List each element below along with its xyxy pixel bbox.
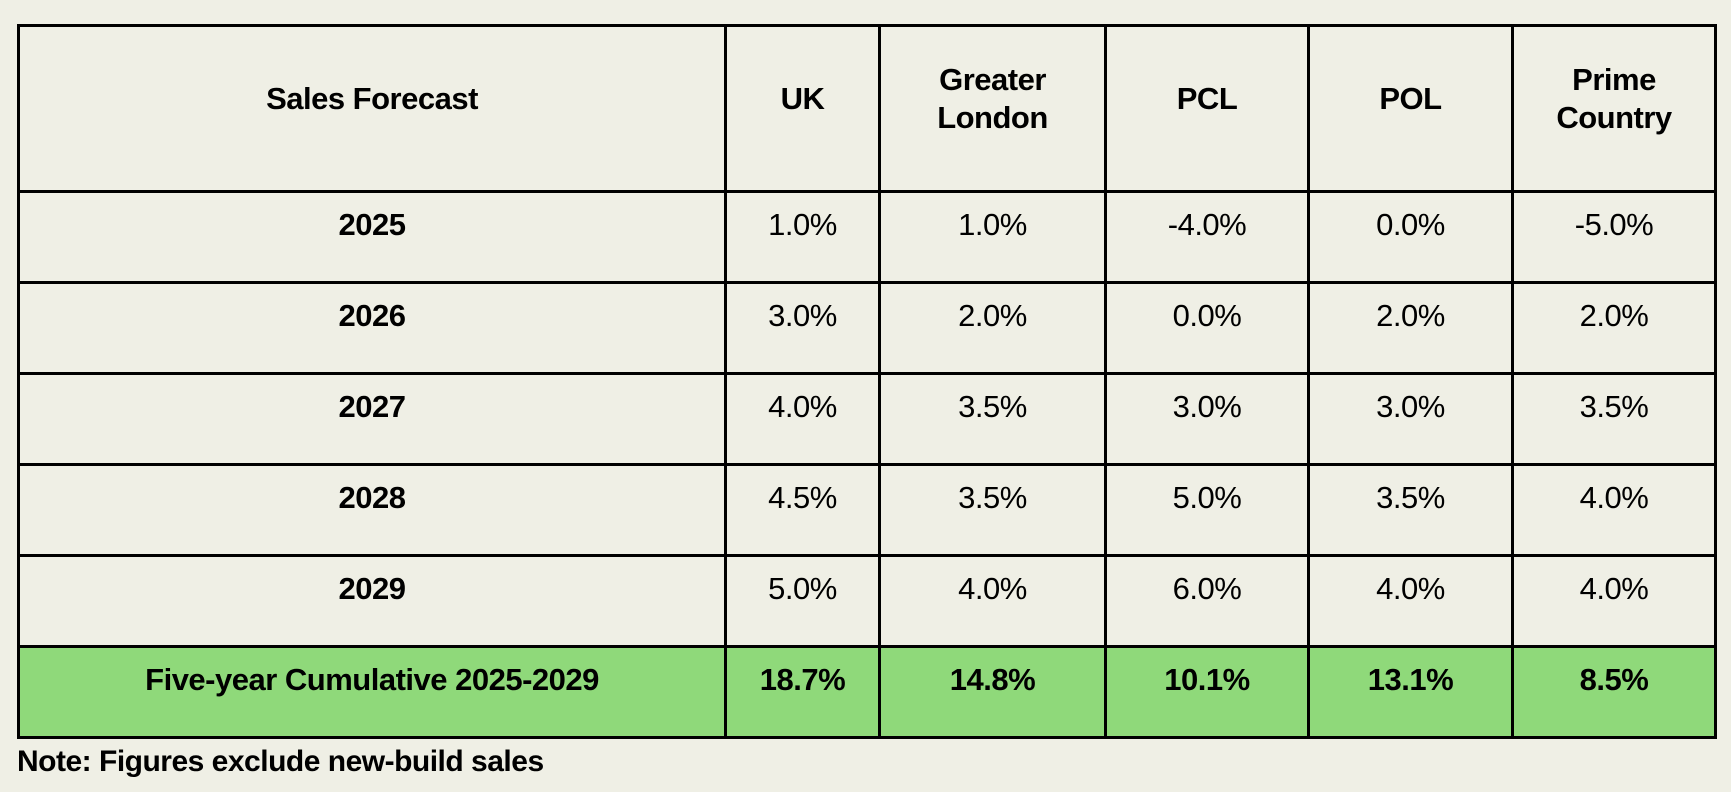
value-cell: 2.0% <box>1307 281 1514 375</box>
value-cell: 0.0% <box>1307 190 1514 284</box>
sales-forecast-table: Sales Forecast UK Greater London PCL POL Prim… <box>17 24 1717 739</box>
column-header: PCL <box>1104 24 1310 193</box>
value-cell: 3.0% <box>724 281 881 375</box>
row-label: 2026 <box>17 281 727 375</box>
value-cell: 3.5% <box>1307 463 1514 557</box>
value-cell: 4.5% <box>724 463 881 557</box>
column-header: Prime Country <box>1511 24 1717 193</box>
value-cell: 5.0% <box>1104 463 1310 557</box>
value-cell: 3.5% <box>1511 372 1717 466</box>
value-cell: 2.0% <box>1511 281 1717 375</box>
row-label: 2029 <box>17 554 727 648</box>
value-cell: 4.0% <box>878 554 1107 648</box>
table-row: 2027 4.0% 3.5% 3.0% 3.0% 3.5% <box>17 372 1717 466</box>
value-cell: 3.0% <box>1104 372 1310 466</box>
value-cell: 3.5% <box>878 463 1107 557</box>
value-cell: 4.0% <box>1511 554 1717 648</box>
value-cell: 1.0% <box>724 190 881 284</box>
column-header: UK <box>724 24 881 193</box>
column-header: Sales Forecast <box>17 24 727 193</box>
value-cell: -4.0% <box>1104 190 1310 284</box>
value-cell: 6.0% <box>1104 554 1310 648</box>
row-label: 2027 <box>17 372 727 466</box>
table-row: 2026 3.0% 2.0% 0.0% 2.0% 2.0% <box>17 281 1717 375</box>
value-cell: 1.0% <box>878 190 1107 284</box>
value-cell: 14.8% <box>878 645 1107 739</box>
value-cell: 13.1% <box>1307 645 1514 739</box>
value-cell: 3.0% <box>1307 372 1514 466</box>
value-cell: 3.5% <box>878 372 1107 466</box>
table-row: 2029 5.0% 4.0% 6.0% 4.0% 4.0% <box>17 554 1717 648</box>
row-label: 2028 <box>17 463 727 557</box>
value-cell: 10.1% <box>1104 645 1310 739</box>
table-row: 2025 1.0% 1.0% -4.0% 0.0% -5.0% <box>17 190 1717 284</box>
value-cell: -5.0% <box>1511 190 1717 284</box>
value-cell: 2.0% <box>878 281 1107 375</box>
value-cell: 5.0% <box>724 554 881 648</box>
value-cell: 4.0% <box>724 372 881 466</box>
value-cell: 18.7% <box>724 645 881 739</box>
value-cell: 4.0% <box>1511 463 1717 557</box>
row-label: 2025 <box>17 190 727 284</box>
value-cell: 8.5% <box>1511 645 1717 739</box>
footnote: Note: Figures exclude new-build sales <box>17 745 544 778</box>
column-header: Greater London <box>878 24 1107 193</box>
value-cell: 0.0% <box>1104 281 1310 375</box>
column-header: POL <box>1307 24 1514 193</box>
table-row: 2028 4.5% 3.5% 5.0% 3.5% 4.0% <box>17 463 1717 557</box>
row-label: Five-year Cumulative 2025-2029 <box>17 645 727 739</box>
header-row: Sales Forecast UK Greater London PCL POL Prim… <box>17 24 1717 193</box>
cumulative-row: Five-year Cumulative 2025-2029 18.7% 14.8%… <box>17 645 1717 739</box>
value-cell: 4.0% <box>1307 554 1514 648</box>
